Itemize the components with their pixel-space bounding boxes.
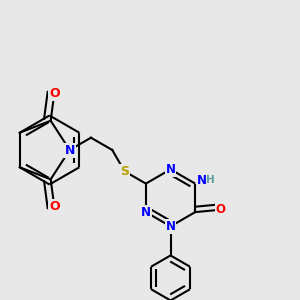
Text: N: N	[197, 173, 207, 187]
Text: N: N	[166, 163, 176, 176]
Text: H: H	[206, 175, 215, 185]
Text: N: N	[166, 220, 176, 233]
Text: O: O	[216, 203, 226, 216]
Text: O: O	[49, 200, 60, 213]
Text: O: O	[49, 87, 60, 100]
Text: N: N	[64, 143, 75, 157]
Text: S: S	[120, 165, 129, 178]
Text: N: N	[141, 206, 151, 219]
